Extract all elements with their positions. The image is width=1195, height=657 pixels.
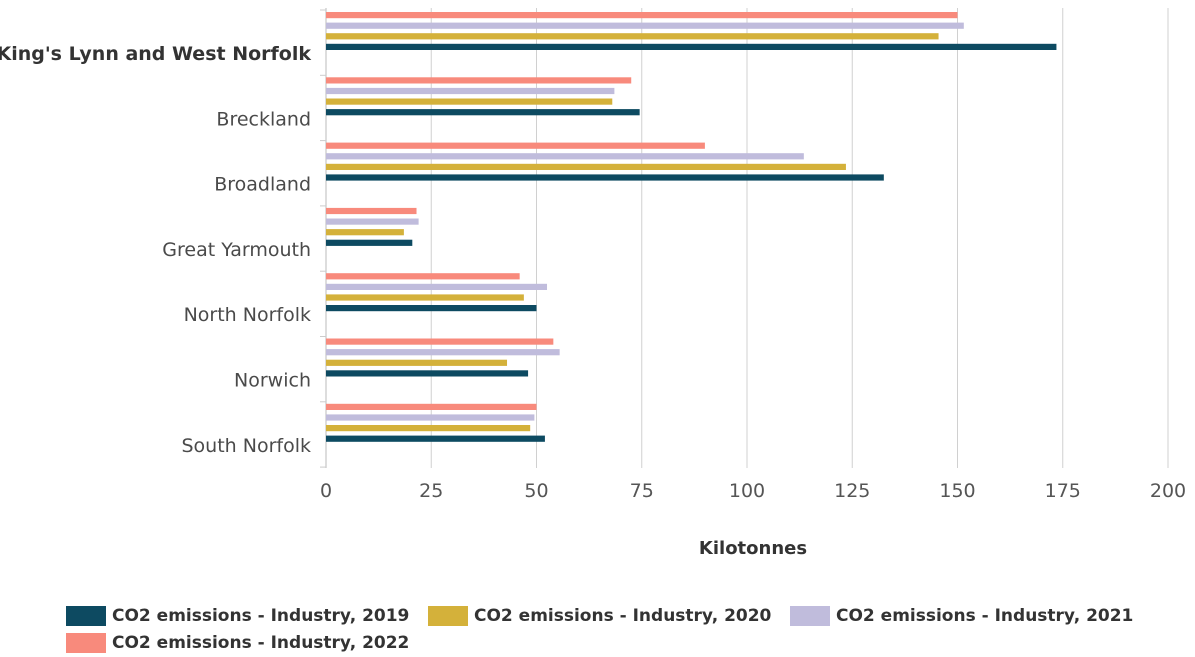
category-label: North Norfolk [184,304,311,326]
bar[interactable] [326,153,804,160]
legend-item-2020[interactable]: CO2 emissions - Industry, 2020 [428,606,771,626]
bar[interactable] [326,12,958,19]
legend-item-2021[interactable]: CO2 emissions - Industry, 2021 [790,606,1133,626]
x-tick-label: 175 [1045,480,1081,502]
category-labels: King's Lynn and West Norfolk Breckland Bro… [0,43,311,457]
bar[interactable] [326,98,613,105]
bar[interactable] [326,163,846,170]
bar[interactable] [326,403,537,410]
bar[interactable] [326,414,535,421]
bar[interactable] [326,174,884,181]
bar[interactable] [326,33,939,40]
bar[interactable] [326,305,537,312]
gridlines [320,8,1169,468]
bar[interactable] [326,87,615,95]
x-tick-label: 125 [834,480,870,502]
legend-swatch [66,633,106,653]
category-label: South Norfolk [181,435,311,457]
x-tick-label: 150 [939,480,975,502]
legend-label: CO2 emissions - Industry, 2021 [836,606,1134,626]
bar[interactable] [326,435,545,442]
bar[interactable] [326,239,413,246]
legend-swatch [428,606,468,626]
category-label: Breckland [216,108,311,130]
legend-swatch [66,606,106,626]
legend-label: CO2 emissions - Industry, 2019 [112,606,410,626]
legend-label: CO2 emissions - Industry, 2020 [474,606,772,626]
legend-label: CO2 emissions - Industry, 2022 [112,633,410,653]
bar-chart: King's Lynn and West Norfolk Breckland Bro… [0,8,1186,559]
bar-series [326,12,1057,442]
bar[interactable] [326,359,508,366]
legend-item-2022[interactable]: CO2 emissions - Industry, 2022 [66,633,409,653]
x-tick-label: 25 [419,480,443,502]
x-axis-title: Kilotonnes [699,538,807,559]
bar[interactable] [326,425,531,432]
legend-item-2019[interactable]: CO2 emissions - Industry, 2019 [66,606,409,626]
x-tick-label: 50 [524,480,548,502]
bar[interactable] [326,273,520,280]
bar[interactable] [326,283,548,290]
bar[interactable] [326,229,404,236]
bar[interactable] [326,218,419,225]
category-label: King's Lynn and West Norfolk [0,43,311,65]
bar[interactable] [326,43,1057,50]
x-axis-ticks: 0 25 50 75 100 125 150 175 200 [320,480,1186,502]
bar[interactable] [326,349,560,356]
x-tick-label: 75 [630,480,654,502]
bar[interactable] [326,77,632,84]
bar[interactable] [326,142,705,149]
x-tick-label: 200 [1150,480,1186,502]
legend-swatch [790,606,830,626]
x-tick-label: 0 [320,480,332,502]
bar[interactable] [326,22,964,29]
category-label: Great Yarmouth [162,239,311,261]
category-label: Norwich [234,370,311,392]
bar[interactable] [326,207,417,215]
bar[interactable] [326,109,640,116]
category-label: Broadland [214,174,311,196]
x-tick-label: 100 [729,480,765,502]
bar[interactable] [326,370,529,377]
bar[interactable] [326,294,524,301]
bar[interactable] [326,338,554,345]
